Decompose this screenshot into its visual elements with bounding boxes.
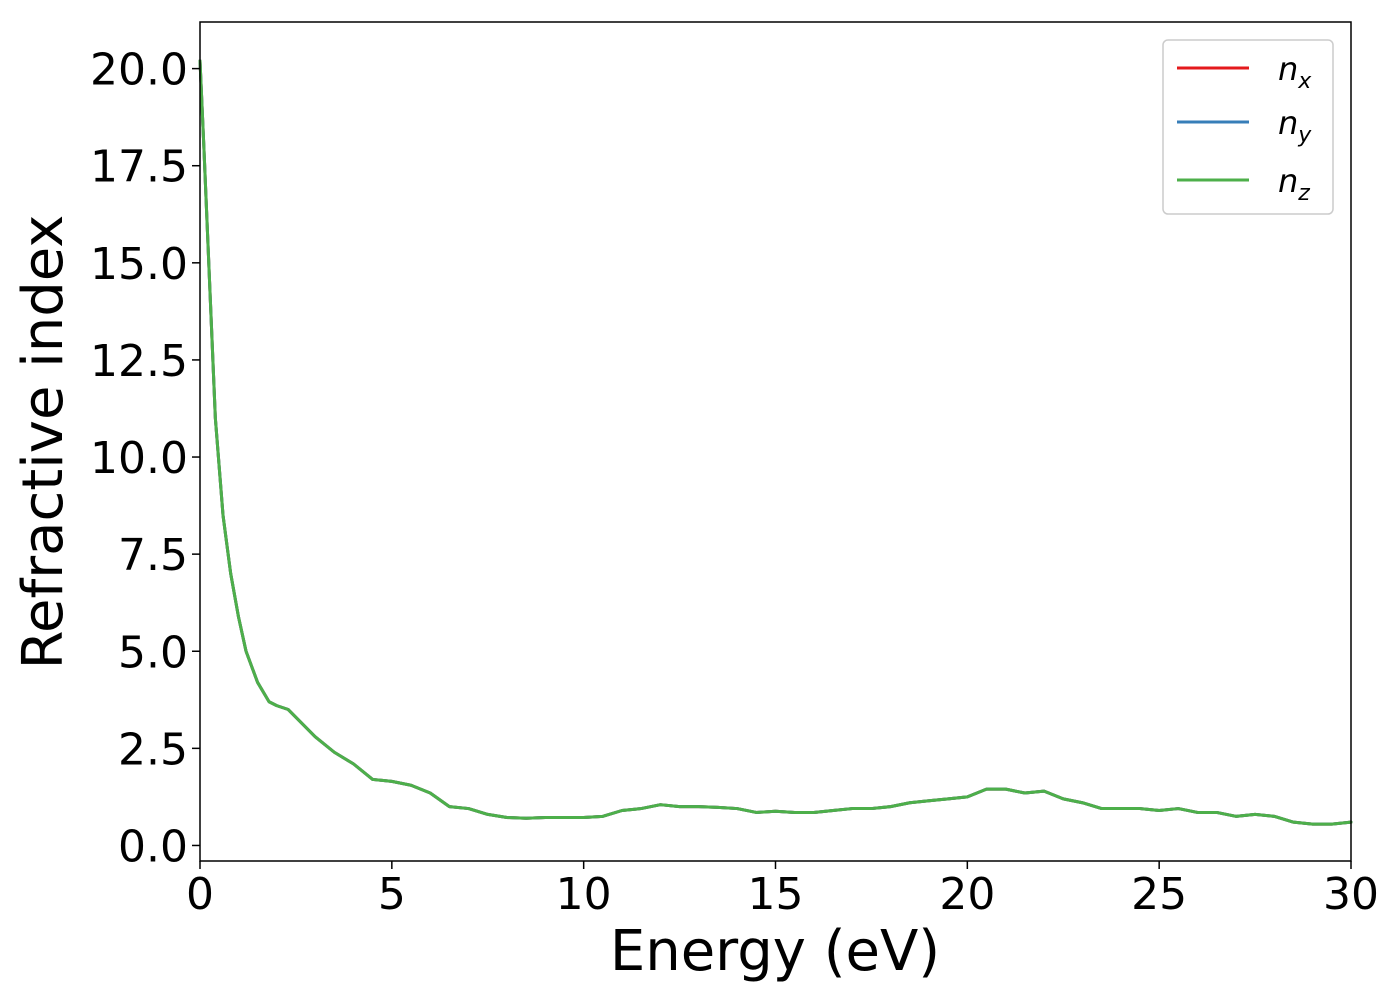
y-tick-label: 0.0 [118,821,188,872]
y-tick-label: 5.0 [118,627,188,678]
y-tick-label: 7.5 [118,530,188,581]
x-tick-label: 15 [748,869,804,920]
x-tick-label: 0 [186,869,214,920]
plot-background [200,22,1351,861]
legend-label-nx: nx [1278,50,1312,94]
x-tick-label: 20 [939,869,995,920]
y-tick-label: 15.0 [90,239,188,290]
x-tick-label: 10 [556,869,612,920]
x-axis: 0 5 10 15 20 25 30 [186,861,1379,920]
y-tick-label: 12.5 [90,336,188,387]
legend: nx ny nz [1162,39,1334,215]
series-line-n-z [198,59,1353,826]
x-tick-label: 5 [378,869,406,920]
y-axis: 0.0 2.5 5.0 7.5 10.0 12.5 15.0 17.5 20.0 [90,45,200,872]
y-axis-title: Refractive index [11,215,76,670]
x-tick-label: 25 [1131,869,1187,920]
y-tick-label: 20.0 [90,45,188,96]
y-tick-label: 17.5 [90,142,188,193]
legend-label-ny: ny [1278,104,1312,148]
series-layer [198,59,1353,826]
y-tick-label: 10.0 [90,433,188,484]
y-tick-label: 2.5 [118,724,188,775]
legend-box [1162,39,1334,215]
legend-label-nz: nz [1278,162,1310,206]
x-axis-title: Energy (eV) [610,919,940,984]
x-tick-label: 30 [1323,869,1379,920]
